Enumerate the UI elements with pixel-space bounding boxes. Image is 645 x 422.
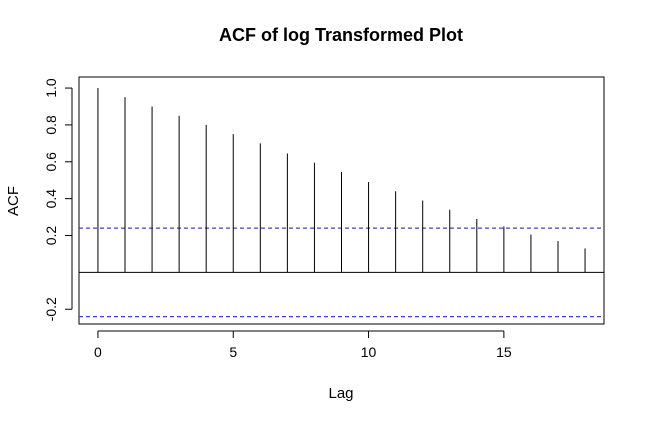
y-tick-label-2: 0.4 (43, 189, 59, 209)
y-tick-label-4: 0.8 (43, 115, 59, 135)
x-tick-label-0: 0 (94, 344, 102, 360)
y-tick-label-0: -0.2 (43, 297, 59, 321)
chart-title: ACF of log Transformed Plot (219, 25, 463, 45)
x-tick-label-10: 10 (361, 344, 377, 360)
x-tick-label-5: 5 (229, 344, 237, 360)
y-tick-label-3: 0.6 (43, 152, 59, 172)
y-tick-label-1: 0.2 (43, 226, 59, 246)
plot-area: 0 5 10 15 -0.2 0.2 0.4 0.6 0.8 1.0 (43, 76, 605, 360)
x-tick-label-15: 15 (496, 344, 512, 360)
x-axis-title: Lag (328, 385, 353, 402)
y-tick-label-5: 1.0 (43, 78, 59, 98)
y-axis-title: ACF (5, 186, 22, 216)
plot-frame (78, 76, 605, 325)
